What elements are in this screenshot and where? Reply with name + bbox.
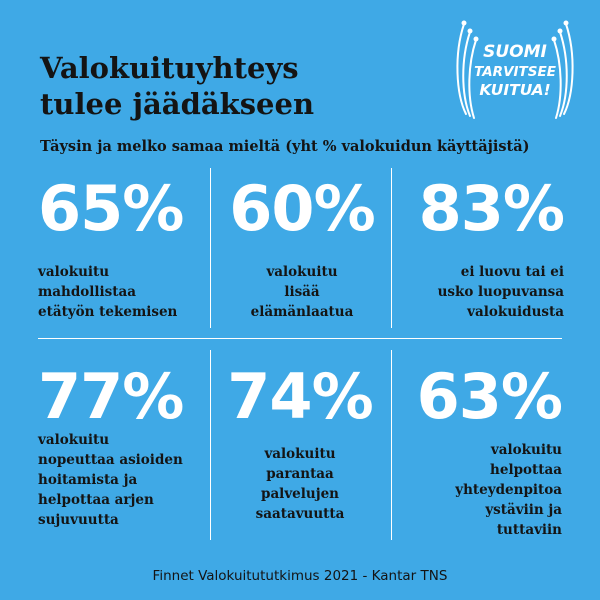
stat-value: 74% xyxy=(227,360,373,433)
stat-remote-work: 65% valokuitu mahdollistaa etätyön tekem… xyxy=(38,176,210,322)
stat-quality-of-life: 60% valokuitu lisää elämänlaatua xyxy=(214,176,390,322)
stat-not-giving-up: 83% ei luovu tai ei usko luopuvansa valo… xyxy=(392,172,565,322)
stat-value: 65% xyxy=(38,172,184,245)
stat-faster-errands: 77% valokuitu nopeuttaa asioiden hoitami… xyxy=(38,364,214,530)
divider-horizontal xyxy=(38,338,562,339)
divider-vertical xyxy=(391,168,392,328)
stat-description: valokuitu mahdollistaa etätyön tekemisen xyxy=(38,264,178,320)
headline: Valokuituyhteys tulee jäädäkseen xyxy=(40,51,315,121)
subtitle: Täysin ja melko samaa mieltä (yht % valo… xyxy=(40,138,530,155)
divider-vertical xyxy=(210,350,211,540)
stat-description: valokuitu lisää elämänlaatua xyxy=(250,264,354,320)
divider-vertical xyxy=(210,168,211,328)
stat-value: 63% xyxy=(416,360,563,433)
source-footer: Finnet Valokuitututkimus 2021 - Kantar T… xyxy=(152,568,448,584)
logo-line-3: KUITUA! xyxy=(479,81,551,99)
stat-value: 77% xyxy=(38,360,184,433)
fiber-strands-icon xyxy=(456,20,574,119)
divider-vertical xyxy=(391,350,392,540)
logo-line-2: TARVITSEE xyxy=(474,64,556,80)
stat-description: valokuitu parantaa palvelujen saatavuutt… xyxy=(255,446,345,522)
stat-value: 83% xyxy=(418,172,565,245)
stat-description: valokuitu nopeuttaa asioiden hoitamista … xyxy=(38,432,183,528)
stat-keeping-in-touch: 63% valokuitu helpottaa yhteydenpitoa ys… xyxy=(392,360,563,540)
stat-service-availability: 74% valokuitu parantaa palvelujen saatav… xyxy=(212,364,388,524)
logo-line-1: SUOMI xyxy=(483,42,547,62)
stat-value: 60% xyxy=(229,172,375,245)
stat-description: valokuitu helpottaa yhteydenpitoa ystävi… xyxy=(455,442,562,538)
suomi-tarvitsee-kuitua-logo: SUOMI TARVITSEE KUITUA! xyxy=(448,14,582,122)
stat-description: ei luovu tai ei usko luopuvansa valokuid… xyxy=(437,264,564,320)
